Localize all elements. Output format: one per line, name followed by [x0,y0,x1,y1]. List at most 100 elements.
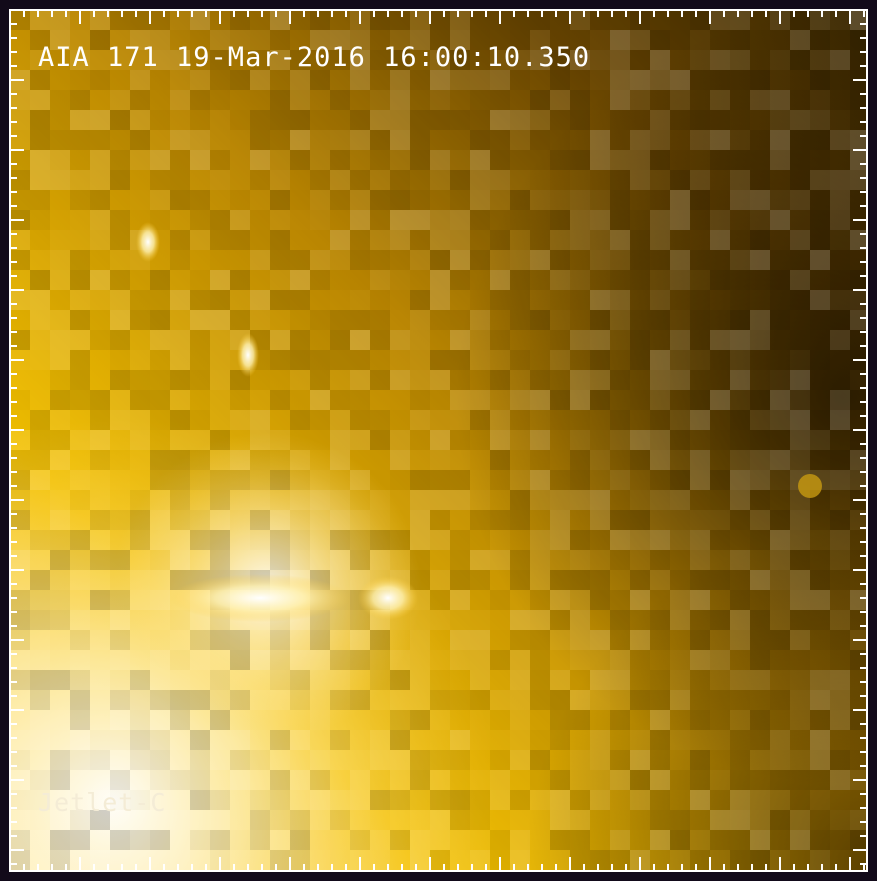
pixel-cell [30,350,50,370]
pixel-cell [790,650,810,670]
pixel-cell [430,790,450,810]
pixel-cell [190,130,210,150]
pixel-cell [150,610,170,630]
pixel-cell [310,550,330,570]
pixel-cell [70,330,90,350]
pixel-cell [690,70,710,90]
pixel-cell [150,110,170,130]
pixel-cell [650,690,670,710]
pixel-cell [510,730,530,750]
solar-euv-image [10,10,867,871]
pixel-cell [550,270,570,290]
pixel-cell [450,390,470,410]
pixel-cell [270,550,290,570]
pixel-cell [270,150,290,170]
pixel-cell [750,270,770,290]
pixel-cell [630,250,650,270]
pixel-cell [670,210,690,230]
pixel-cell [610,650,630,670]
pixel-cell [70,530,90,550]
pixel-cell [450,30,470,50]
pixel-cell [850,590,867,610]
pixel-cell [550,90,570,110]
pixel-cell [450,610,470,630]
pixel-cell [90,390,110,410]
pixel-cell [670,590,690,610]
pixel-cell [370,310,390,330]
pixel-cell [810,10,830,30]
pixel-cell [730,750,750,770]
pixel-cell [270,50,290,70]
pixel-cell [470,490,490,510]
pixel-cell [430,690,450,710]
pixel-cell [370,750,390,770]
pixel-cell [570,590,590,610]
pixel-cell [130,150,150,170]
pixel-cell [690,550,710,570]
pixel-cell [430,430,450,450]
pixel-cell [90,210,110,230]
pixel-cell [810,570,830,590]
pixel-cell [750,190,770,210]
pixel-cell [590,150,610,170]
pixel-cell [610,130,630,150]
pixel-cell [50,130,70,150]
pixel-cell [790,610,810,630]
pixel-cell [690,510,710,530]
pixel-cell [850,170,867,190]
pixel-cell [710,270,730,290]
pixel-cell [90,670,110,690]
pixel-cell [170,370,190,390]
pixel-cell [270,770,290,790]
pixel-cell [550,250,570,270]
pixel-cell [310,390,330,410]
pixel-cell [170,530,190,550]
pixel-cell [290,410,310,430]
pixel-cell [690,470,710,490]
pixel-cell [370,670,390,690]
pixel-cell [730,410,750,430]
pixel-cell [30,70,50,90]
pixel-cell [390,710,410,730]
pixel-cell [550,490,570,510]
pixel-cell [130,670,150,690]
pixel-cell [630,690,650,710]
pixel-cell [650,670,670,690]
pixel-cell [210,450,230,470]
pixel-cell [130,590,150,610]
pixel-cell [210,70,230,90]
pixel-cell [570,690,590,710]
pixel-cell [30,210,50,230]
pixel-cell [270,630,290,650]
pixel-cell [850,110,867,130]
pixel-cell [610,670,630,690]
pixel-cell [130,530,150,550]
pixel-cell [730,230,750,250]
pixel-cell [30,410,50,430]
pixel-cell [630,670,650,690]
pixel-cell [110,370,130,390]
pixel-cell [790,790,810,810]
pixel-cell [390,230,410,250]
pixel-cell [510,150,530,170]
pixel-cell [230,30,250,50]
pixel-cell [50,250,70,270]
bright-point-1 [136,222,160,262]
pixel-cell [630,290,650,310]
pixel-cell [190,510,210,530]
pixel-cell [810,370,830,390]
pixel-cell [450,230,470,250]
pixel-cell [70,190,90,210]
pixel-cell [570,150,590,170]
pixel-cell [110,710,130,730]
pixel-cell [170,150,190,170]
pixel-cell [570,490,590,510]
pixel-cell [690,590,710,610]
pixel-cell [290,690,310,710]
pixel-cell [470,190,490,210]
pixel-cell [590,350,610,370]
pixel-cell [170,490,190,510]
pixel-cell [830,630,850,650]
pixel-cell [150,330,170,350]
pixel-cell [90,170,110,190]
